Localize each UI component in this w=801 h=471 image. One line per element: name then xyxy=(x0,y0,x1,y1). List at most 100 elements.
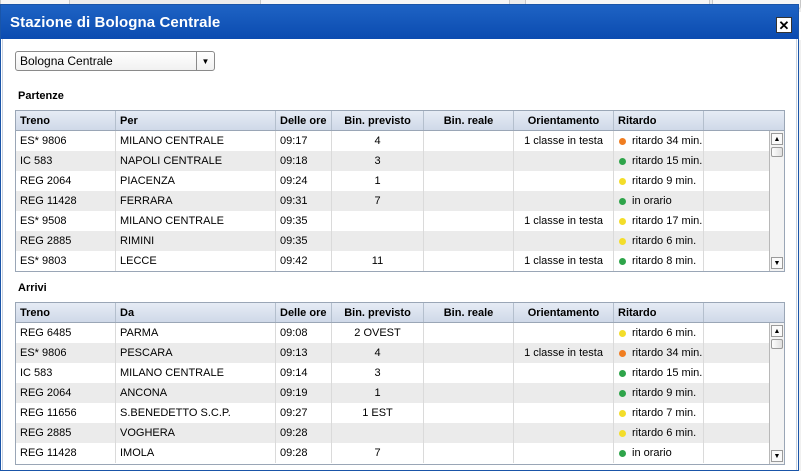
time-cell: 09:14 xyxy=(276,363,332,383)
table-row[interactable]: REG 6485 PARMA 09:08 2 OVEST ritardo 6 min. xyxy=(16,323,784,343)
departures-title: Partenze xyxy=(18,90,64,102)
scroll-down-arrow-icon[interactable]: ▼ xyxy=(771,257,783,269)
dialog-title: Stazione di Bologna Centrale xyxy=(10,13,221,31)
orientation-cell xyxy=(514,443,614,463)
chevron-down-icon[interactable]: ▼ xyxy=(196,52,214,70)
train-cell: REG 2885 xyxy=(16,231,116,251)
table-row[interactable]: REG 2064 PIACENZA 09:24 1 ritardo 9 min. xyxy=(16,171,784,191)
column-header[interactable]: Orientamento xyxy=(514,303,614,322)
departures-table: Treno Per Delle ore Bin. previsto Bin. reale… xyxy=(15,110,785,272)
column-header[interactable]: Treno xyxy=(16,111,116,130)
row-filler xyxy=(704,211,768,231)
time-cell: 09:31 xyxy=(276,191,332,211)
column-header[interactable]: Per xyxy=(116,111,276,130)
status-dot-icon xyxy=(619,429,626,437)
column-header[interactable]: Delle ore xyxy=(276,303,332,322)
scroll-thumb[interactable] xyxy=(771,339,783,349)
column-header[interactable]: Bin. reale xyxy=(424,111,514,130)
actual-platform-cell xyxy=(424,423,514,443)
table-row[interactable]: REG 11656 S.BENEDETTO S.C.P. 09:27 1 EST rit… xyxy=(16,403,784,423)
scroll-up-arrow-icon[interactable]: ▲ xyxy=(771,325,783,337)
dialog-titlebar[interactable]: Stazione di Bologna Centrale ✕ xyxy=(1,5,798,39)
table-row[interactable]: REG 2885 VOGHERA 09:28 ritardo 6 min. xyxy=(16,423,784,443)
table-header: Treno Da Delle ore Bin. previsto Bin. reale O… xyxy=(16,303,784,323)
orientation-cell xyxy=(514,151,614,171)
planned-platform-cell xyxy=(332,211,424,231)
column-header[interactable]: Ritardo xyxy=(614,111,704,130)
delay-cell: in orario xyxy=(614,443,704,463)
station-select-value: Bologna Centrale xyxy=(20,54,113,68)
orientation-cell: 1 classe in testa xyxy=(514,211,614,231)
destination-cell: MILANO CENTRALE xyxy=(116,211,276,231)
orientation-cell: 1 classe in testa xyxy=(514,251,614,271)
table-row[interactable]: REG 11428 FERRARA 09:31 7 in orario xyxy=(16,191,784,211)
train-cell: REG 11656 xyxy=(16,403,116,423)
table-row[interactable]: ES* 9806 MILANO CENTRALE 09:17 4 1 classe in… xyxy=(16,131,784,151)
vertical-scrollbar[interactable]: ▲ ▼ xyxy=(769,323,784,464)
column-header-filler xyxy=(704,111,768,130)
station-select[interactable]: Bologna Centrale ▼ xyxy=(15,51,215,71)
table-row[interactable]: IC 583 NAPOLI CENTRALE 09:18 3 ritardo 15 mi… xyxy=(16,151,784,171)
status-dot-icon xyxy=(619,349,626,357)
table-row[interactable]: ES* 9508 MILANO CENTRALE 09:35 1 classe in … xyxy=(16,211,784,231)
scroll-thumb[interactable] xyxy=(771,147,783,157)
table-body: REG 6485 PARMA 09:08 2 OVEST ritardo 6 min. E… xyxy=(16,323,784,463)
table-row[interactable]: ES* 9806 PESCARA 09:13 4 1 classe in testa ri… xyxy=(16,343,784,363)
vertical-scrollbar[interactable]: ▲ ▼ xyxy=(769,131,784,271)
column-header[interactable]: Bin. reale xyxy=(424,303,514,322)
column-header[interactable]: Delle ore xyxy=(276,111,332,130)
destination-cell: LECCE xyxy=(116,251,276,271)
actual-platform-cell xyxy=(424,231,514,251)
scroll-down-arrow-icon[interactable]: ▼ xyxy=(771,450,783,462)
orientation-cell: 1 classe in testa xyxy=(514,343,614,363)
table-header: Treno Per Delle ore Bin. previsto Bin. reale… xyxy=(16,111,784,131)
delay-cell: ritardo 6 min. xyxy=(614,323,704,343)
column-header[interactable]: Ritardo xyxy=(614,303,704,322)
scroll-up-arrow-icon[interactable]: ▲ xyxy=(771,133,783,145)
table-row[interactable]: ES* 9803 LECCE 09:42 11 1 classe in testa rit… xyxy=(16,251,784,271)
delay-text: ritardo 8 min. xyxy=(632,255,697,267)
column-header[interactable]: Treno xyxy=(16,303,116,322)
time-cell: 09:27 xyxy=(276,403,332,423)
close-button[interactable]: ✕ xyxy=(776,17,792,33)
delay-cell: ritardo 9 min. xyxy=(614,171,704,191)
delay-text: ritardo 15 min. xyxy=(632,155,703,167)
destination-cell: ANCONA xyxy=(116,383,276,403)
time-cell: 09:35 xyxy=(276,211,332,231)
actual-platform-cell xyxy=(424,211,514,231)
column-header[interactable]: Orientamento xyxy=(514,111,614,130)
status-dot-icon xyxy=(619,369,626,377)
arrivals-title: Arrivi xyxy=(18,282,47,294)
planned-platform-cell: 1 EST xyxy=(332,403,424,423)
column-header-filler xyxy=(704,303,768,322)
orientation-cell xyxy=(514,231,614,251)
actual-platform-cell xyxy=(424,251,514,271)
time-cell: 09:35 xyxy=(276,231,332,251)
delay-cell: in orario xyxy=(614,191,704,211)
status-dot-icon xyxy=(619,449,626,457)
table-row[interactable]: REG 2064 ANCONA 09:19 1 ritardo 9 min. xyxy=(16,383,784,403)
dialog-content: Bologna Centrale ▼ Partenze Treno Per Dell… xyxy=(2,39,797,470)
table-row[interactable]: REG 2885 RIMINI 09:35 ritardo 6 min. xyxy=(16,231,784,251)
row-filler xyxy=(704,171,768,191)
planned-platform-cell: 2 OVEST xyxy=(332,323,424,343)
orientation-cell xyxy=(514,383,614,403)
table-row[interactable]: IC 583 MILANO CENTRALE 09:14 3 ritardo 15 mi… xyxy=(16,363,784,383)
orientation-cell xyxy=(514,323,614,343)
status-dot-icon xyxy=(619,237,626,245)
status-dot-icon xyxy=(619,389,626,397)
column-header[interactable]: Bin. previsto xyxy=(332,111,424,130)
actual-platform-cell xyxy=(424,191,514,211)
delay-cell: ritardo 34 min. xyxy=(614,343,704,363)
delay-text: ritardo 34 min. xyxy=(632,135,703,147)
table-row[interactable]: REG 11428 IMOLA 09:28 7 in orario xyxy=(16,443,784,463)
actual-platform-cell xyxy=(424,403,514,423)
orientation-cell: 1 classe in testa xyxy=(514,131,614,151)
column-header[interactable]: Da xyxy=(116,303,276,322)
row-filler xyxy=(704,383,768,403)
delay-cell: ritardo 9 min. xyxy=(614,383,704,403)
time-cell: 09:08 xyxy=(276,323,332,343)
column-header[interactable]: Bin. previsto xyxy=(332,303,424,322)
train-cell: IC 583 xyxy=(16,363,116,383)
delay-cell: ritardo 17 min. xyxy=(614,211,704,231)
